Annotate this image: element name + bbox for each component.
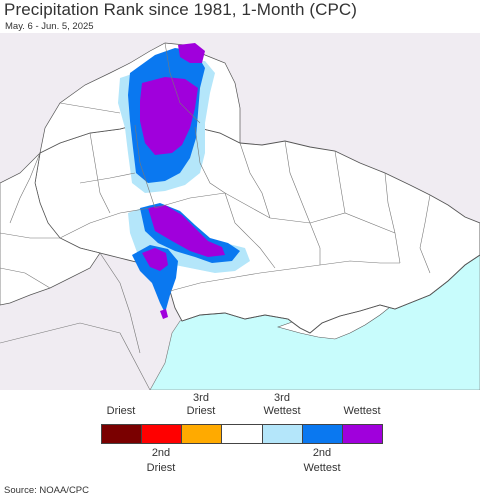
coastline <box>181 254 480 334</box>
rank-wettest-central <box>148 205 225 257</box>
precipitation-map <box>0 33 480 390</box>
rank-legend: Driest 3rd Driest 3rd Wettest Wettest 2nd D… <box>0 392 480 482</box>
legend-swatch-2nd-driest <box>142 425 183 443</box>
rank-wettest-dot <box>160 309 168 319</box>
legend-color-bar <box>101 424 383 444</box>
legend-label-wettest: Wettest <box>343 405 381 417</box>
legend-label-2nd-wettest: 2nd Wettest <box>303 447 341 474</box>
source-credit: Source: NOAA/CPC <box>4 485 89 496</box>
west-land <box>0 151 101 306</box>
rank-wettest-top <box>178 43 205 63</box>
legend-swatch-3rd-wettest <box>262 425 303 443</box>
rank-wettest-north <box>140 77 198 155</box>
legend-swatch-2nd-wettest <box>302 425 343 443</box>
rank-wettest-south <box>142 248 168 271</box>
legend-label-3rd-driest: 3rd Driest <box>186 392 216 417</box>
internal-borders <box>0 42 431 390</box>
legend-label-3rd-wettest: 3rd Wettest <box>263 392 301 417</box>
page-title: Precipitation Rank since 1981, 1-Month (… <box>4 0 358 19</box>
legend-label-driest: Driest <box>106 405 136 417</box>
legend-label-2nd-driest: 2nd Driest <box>146 447 176 474</box>
legend-swatch-driest <box>102 425 143 443</box>
legend-swatch-wettest <box>342 425 382 443</box>
legend-swatch-normal <box>222 425 263 443</box>
date-range: May. 6 - Jun. 5, 2025 <box>5 21 94 32</box>
legend-swatch-3rd-driest <box>182 425 223 443</box>
